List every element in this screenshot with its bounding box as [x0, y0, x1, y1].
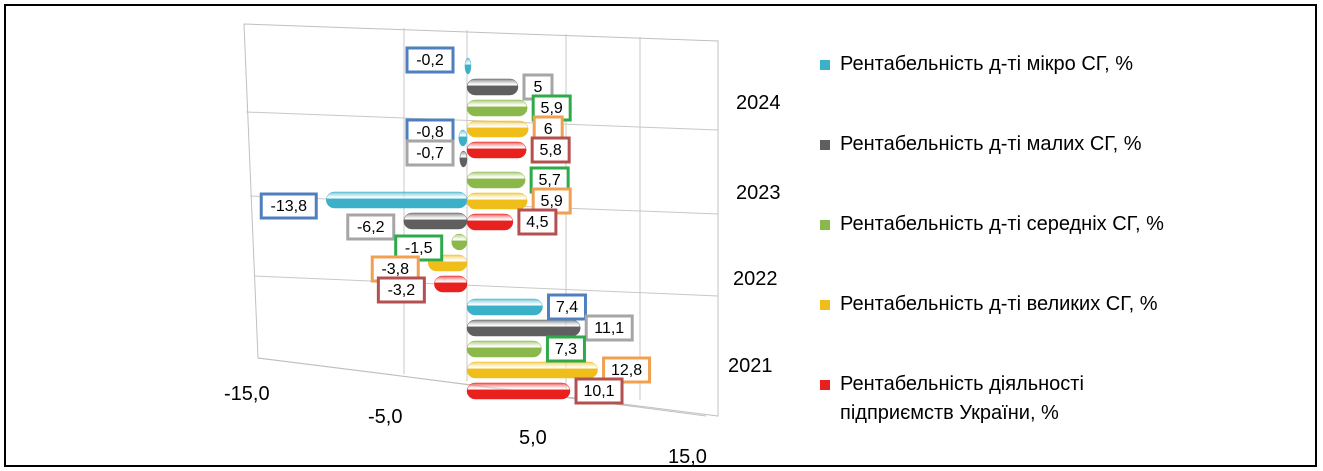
data-label: -0,7 — [416, 145, 444, 162]
data-label-box — [545, 335, 586, 363]
bar — [458, 129, 468, 147]
legend-marker-small — [820, 140, 830, 150]
legend-label-ukraine: Рентабельність діяльності підприємств Ук… — [840, 373, 1084, 424]
data-label: -0,8 — [416, 124, 444, 141]
bars — [325, 57, 598, 400]
data-label: -3,8 — [381, 261, 409, 278]
data-label-box — [517, 208, 558, 236]
bar — [325, 191, 468, 209]
bar — [466, 361, 598, 379]
bar — [459, 150, 468, 168]
x-tick-label: -5,0 — [368, 406, 402, 428]
data-label: 5,9 — [541, 100, 563, 117]
gridline-horizontal — [253, 275, 719, 297]
bar — [466, 78, 519, 96]
data-label: -13,8 — [271, 198, 308, 215]
bar — [466, 171, 526, 189]
data-label: 7,3 — [555, 341, 577, 358]
plot-wall — [243, 23, 719, 417]
data-label-box — [602, 356, 652, 384]
bar — [466, 120, 529, 138]
bar — [466, 192, 528, 210]
x-tick-label: 15,0 — [668, 446, 707, 466]
data-label: 5,7 — [539, 172, 561, 189]
data-label: -3,2 — [388, 282, 416, 299]
bar — [466, 319, 581, 337]
bar — [466, 99, 528, 117]
x-axis: -15,0 -5,0 5,0 15,0 — [224, 383, 707, 466]
data-label: 12,8 — [611, 362, 642, 379]
data-labels: 7,4 11,1 7,3 12,8 10,1 -13,8 -6,2 -1,5 -3,8 -3,2 -… — [259, 46, 652, 405]
legend-item-large: Рентабельність д-ті великих СГ, % — [818, 290, 1278, 370]
bar — [466, 298, 543, 316]
bar — [466, 213, 514, 231]
y-tick-label: 2021 — [728, 355, 773, 377]
bar — [466, 141, 527, 159]
legend-marker-ukraine — [820, 380, 830, 390]
y-tick-label: 2024 — [736, 92, 781, 114]
data-label: 6 — [544, 121, 553, 138]
data-label-box — [546, 293, 587, 321]
x-tick-label: -15,0 — [224, 383, 270, 405]
bar — [434, 275, 468, 293]
data-label: 4,5 — [526, 214, 548, 231]
y-tick-label: 2023 — [736, 182, 781, 204]
y-tick-label: 2022 — [733, 268, 778, 290]
legend-item-medium: Рентабельність д-ті середніх СГ, % — [818, 210, 1278, 290]
data-label-box — [346, 213, 396, 241]
legend-label-medium: Рентабельність д-ті середніх СГ, % — [840, 213, 1164, 235]
legend-marker-micro — [820, 60, 830, 70]
legend: Рентабельність д-ті мікро СГ, % Рентабел… — [818, 50, 1278, 450]
x-tick-label: 5,0 — [519, 427, 547, 449]
data-label: -1,5 — [405, 240, 433, 257]
bar-chart: -15,0 -5,0 5,0 15,0 2021 2022 2023 2024 7,4 11,… — [224, 23, 781, 466]
legend-marker-large — [820, 300, 830, 310]
legend-item-micro: Рентабельність д-ті мікро СГ, % — [818, 50, 1278, 130]
bar — [466, 340, 542, 358]
data-label-box — [584, 314, 634, 342]
data-label: 11,1 — [594, 320, 624, 337]
data-label-box — [376, 276, 426, 304]
data-label: 5,9 — [541, 193, 563, 210]
data-label-box — [405, 46, 455, 74]
data-label: 10,1 — [583, 383, 614, 400]
bar — [464, 57, 472, 75]
legend-label-small: Рентабельність д-ті малих СГ, % — [840, 133, 1142, 155]
data-label-box — [530, 136, 571, 164]
y-axis: 2021 2022 2023 2024 — [728, 92, 781, 377]
legend-marker-medium — [820, 220, 830, 230]
data-label-box — [574, 377, 624, 405]
bar — [403, 212, 468, 230]
data-label-box — [405, 139, 455, 167]
data-label: 5 — [534, 79, 543, 96]
chart-frame: -15,0 -5,0 5,0 15,0 2021 2022 2023 2024 7,4 11,… — [4, 4, 1317, 467]
legend-item-ukraine: Рентабельність діяльності підприємств Ук… — [818, 370, 1278, 450]
legend-item-small: Рентабельність д-ті малих СГ, % — [818, 130, 1278, 210]
bar — [466, 382, 571, 400]
data-label: -0,2 — [416, 52, 444, 69]
legend-label-micro: Рентабельність д-ті мікро СГ, % — [840, 53, 1134, 75]
data-label: 7,4 — [556, 299, 578, 316]
data-label: 5,8 — [540, 142, 562, 159]
data-label: -6,2 — [357, 219, 385, 236]
bar — [451, 233, 468, 251]
data-label-box — [259, 192, 318, 220]
legend-label-large: Рентабельність д-ті великих СГ, % — [840, 293, 1158, 315]
